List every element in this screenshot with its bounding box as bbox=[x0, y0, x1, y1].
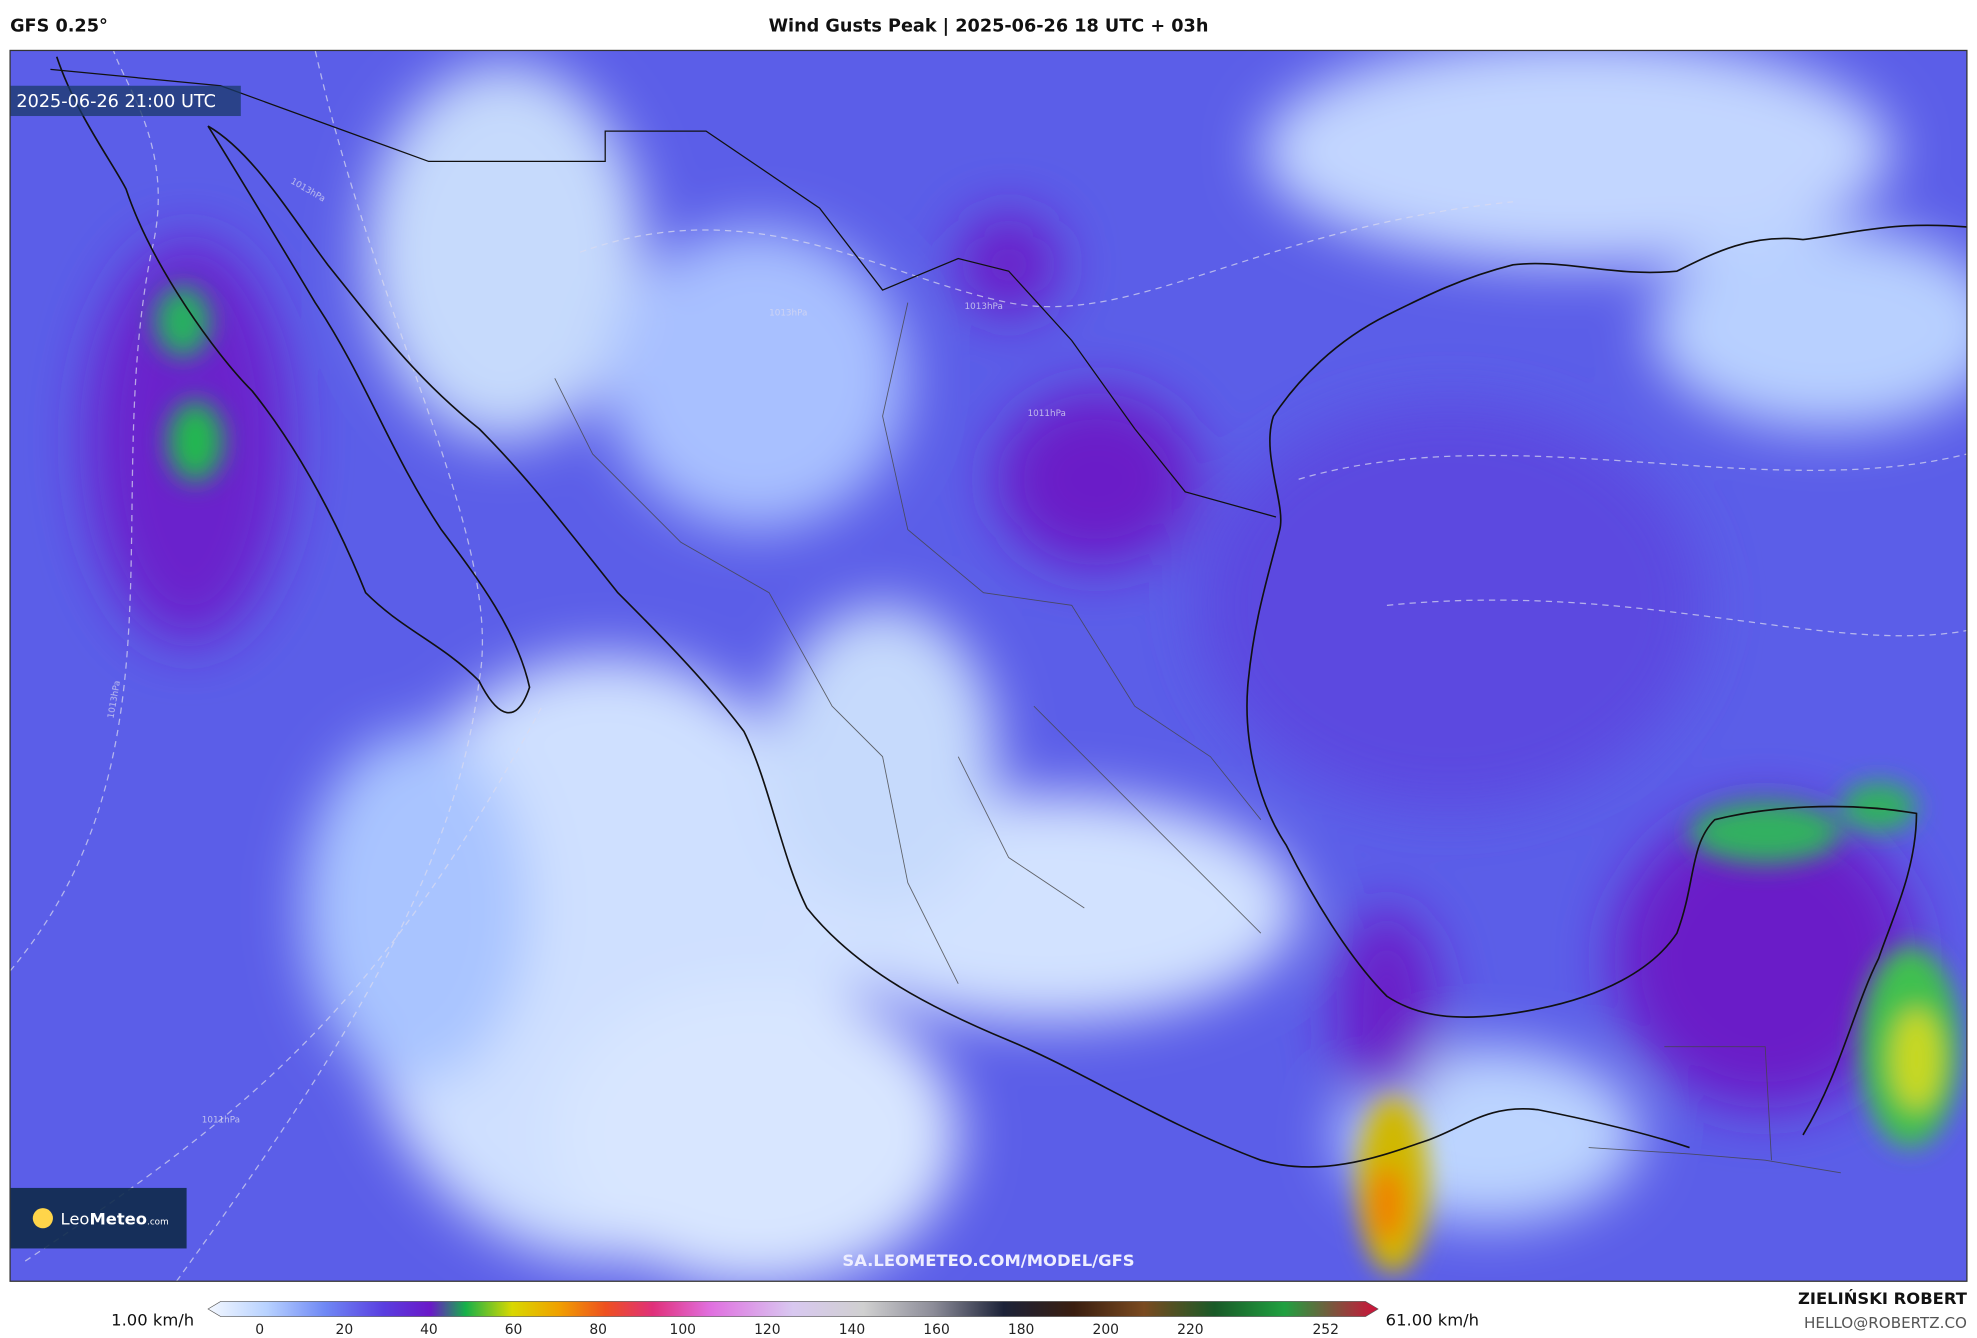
colorbar-tick-label: 200 bbox=[1093, 1322, 1119, 1338]
map: 1013hPa 1011hPa 1013hPa 1011hPa 1013hPa … bbox=[10, 50, 1967, 1282]
colorbar-tick-label: 140 bbox=[839, 1322, 865, 1338]
isobar-label: 1011hPa bbox=[202, 1115, 240, 1125]
colorbar-min: 1.00 km/h bbox=[111, 1310, 194, 1329]
colorbar-tick-label: 40 bbox=[420, 1322, 438, 1338]
logo-sun bbox=[32, 1208, 53, 1229]
colorbar-tick-label: 80 bbox=[589, 1322, 607, 1338]
colorbar-tick-label: 220 bbox=[1177, 1322, 1203, 1338]
colorbar-max: 61.00 km/h bbox=[1386, 1310, 1479, 1329]
logo-part: .com bbox=[147, 1218, 169, 1228]
isobar-label: 1013hPa bbox=[965, 302, 1003, 312]
colorbar-tick-label: 0 bbox=[255, 1322, 264, 1338]
colorbar-gradient bbox=[207, 1301, 1379, 1317]
colorbar-tick-label: 120 bbox=[754, 1322, 780, 1338]
gust-maxima bbox=[155, 286, 1961, 1274]
map-title: Wind Gusts Peak | 2025-06-26 18 UTC + 03… bbox=[769, 17, 1209, 37]
colorbar-tick-label: 180 bbox=[1008, 1322, 1034, 1338]
valid-time-box bbox=[10, 85, 241, 117]
colorbar-tick-label: 160 bbox=[923, 1322, 949, 1338]
colorbar-tick-label: 100 bbox=[670, 1322, 696, 1338]
wind-field bbox=[88, 50, 1967, 1282]
logo: LeoMeteo.com bbox=[61, 1210, 169, 1229]
isobar-label: 1011hPa bbox=[1028, 409, 1066, 419]
logo-part: Leo bbox=[61, 1210, 90, 1229]
valid-time: 2025-06-26 21:00 UTC bbox=[16, 92, 216, 112]
isobars bbox=[10, 50, 1967, 1282]
map-frame bbox=[9, 49, 1968, 1282]
colorbar-tick-label: 20 bbox=[336, 1322, 354, 1338]
borders bbox=[554, 302, 1841, 1174]
model-name: GFS 0.25° bbox=[10, 17, 108, 37]
author: ZIELIŃSKI ROBERT bbox=[1798, 1289, 1968, 1308]
email: HELLO@ROBERTZ.CO bbox=[1804, 1314, 1967, 1332]
colorbar: 1.00 km/h 61.00 km/h 0 20 40 60 80 100 120 140 1… bbox=[111, 1301, 1479, 1338]
logo-part: Meteo bbox=[89, 1210, 147, 1229]
isobar-label: 1013hPa bbox=[769, 308, 807, 318]
colorbar-tick-label: 60 bbox=[505, 1322, 523, 1338]
watermark: SA.LEOMETEO.COM/MODEL/GFS bbox=[842, 1251, 1134, 1270]
coastlines bbox=[50, 56, 1967, 1168]
colorbar-tick-label: 252 bbox=[1312, 1322, 1338, 1338]
